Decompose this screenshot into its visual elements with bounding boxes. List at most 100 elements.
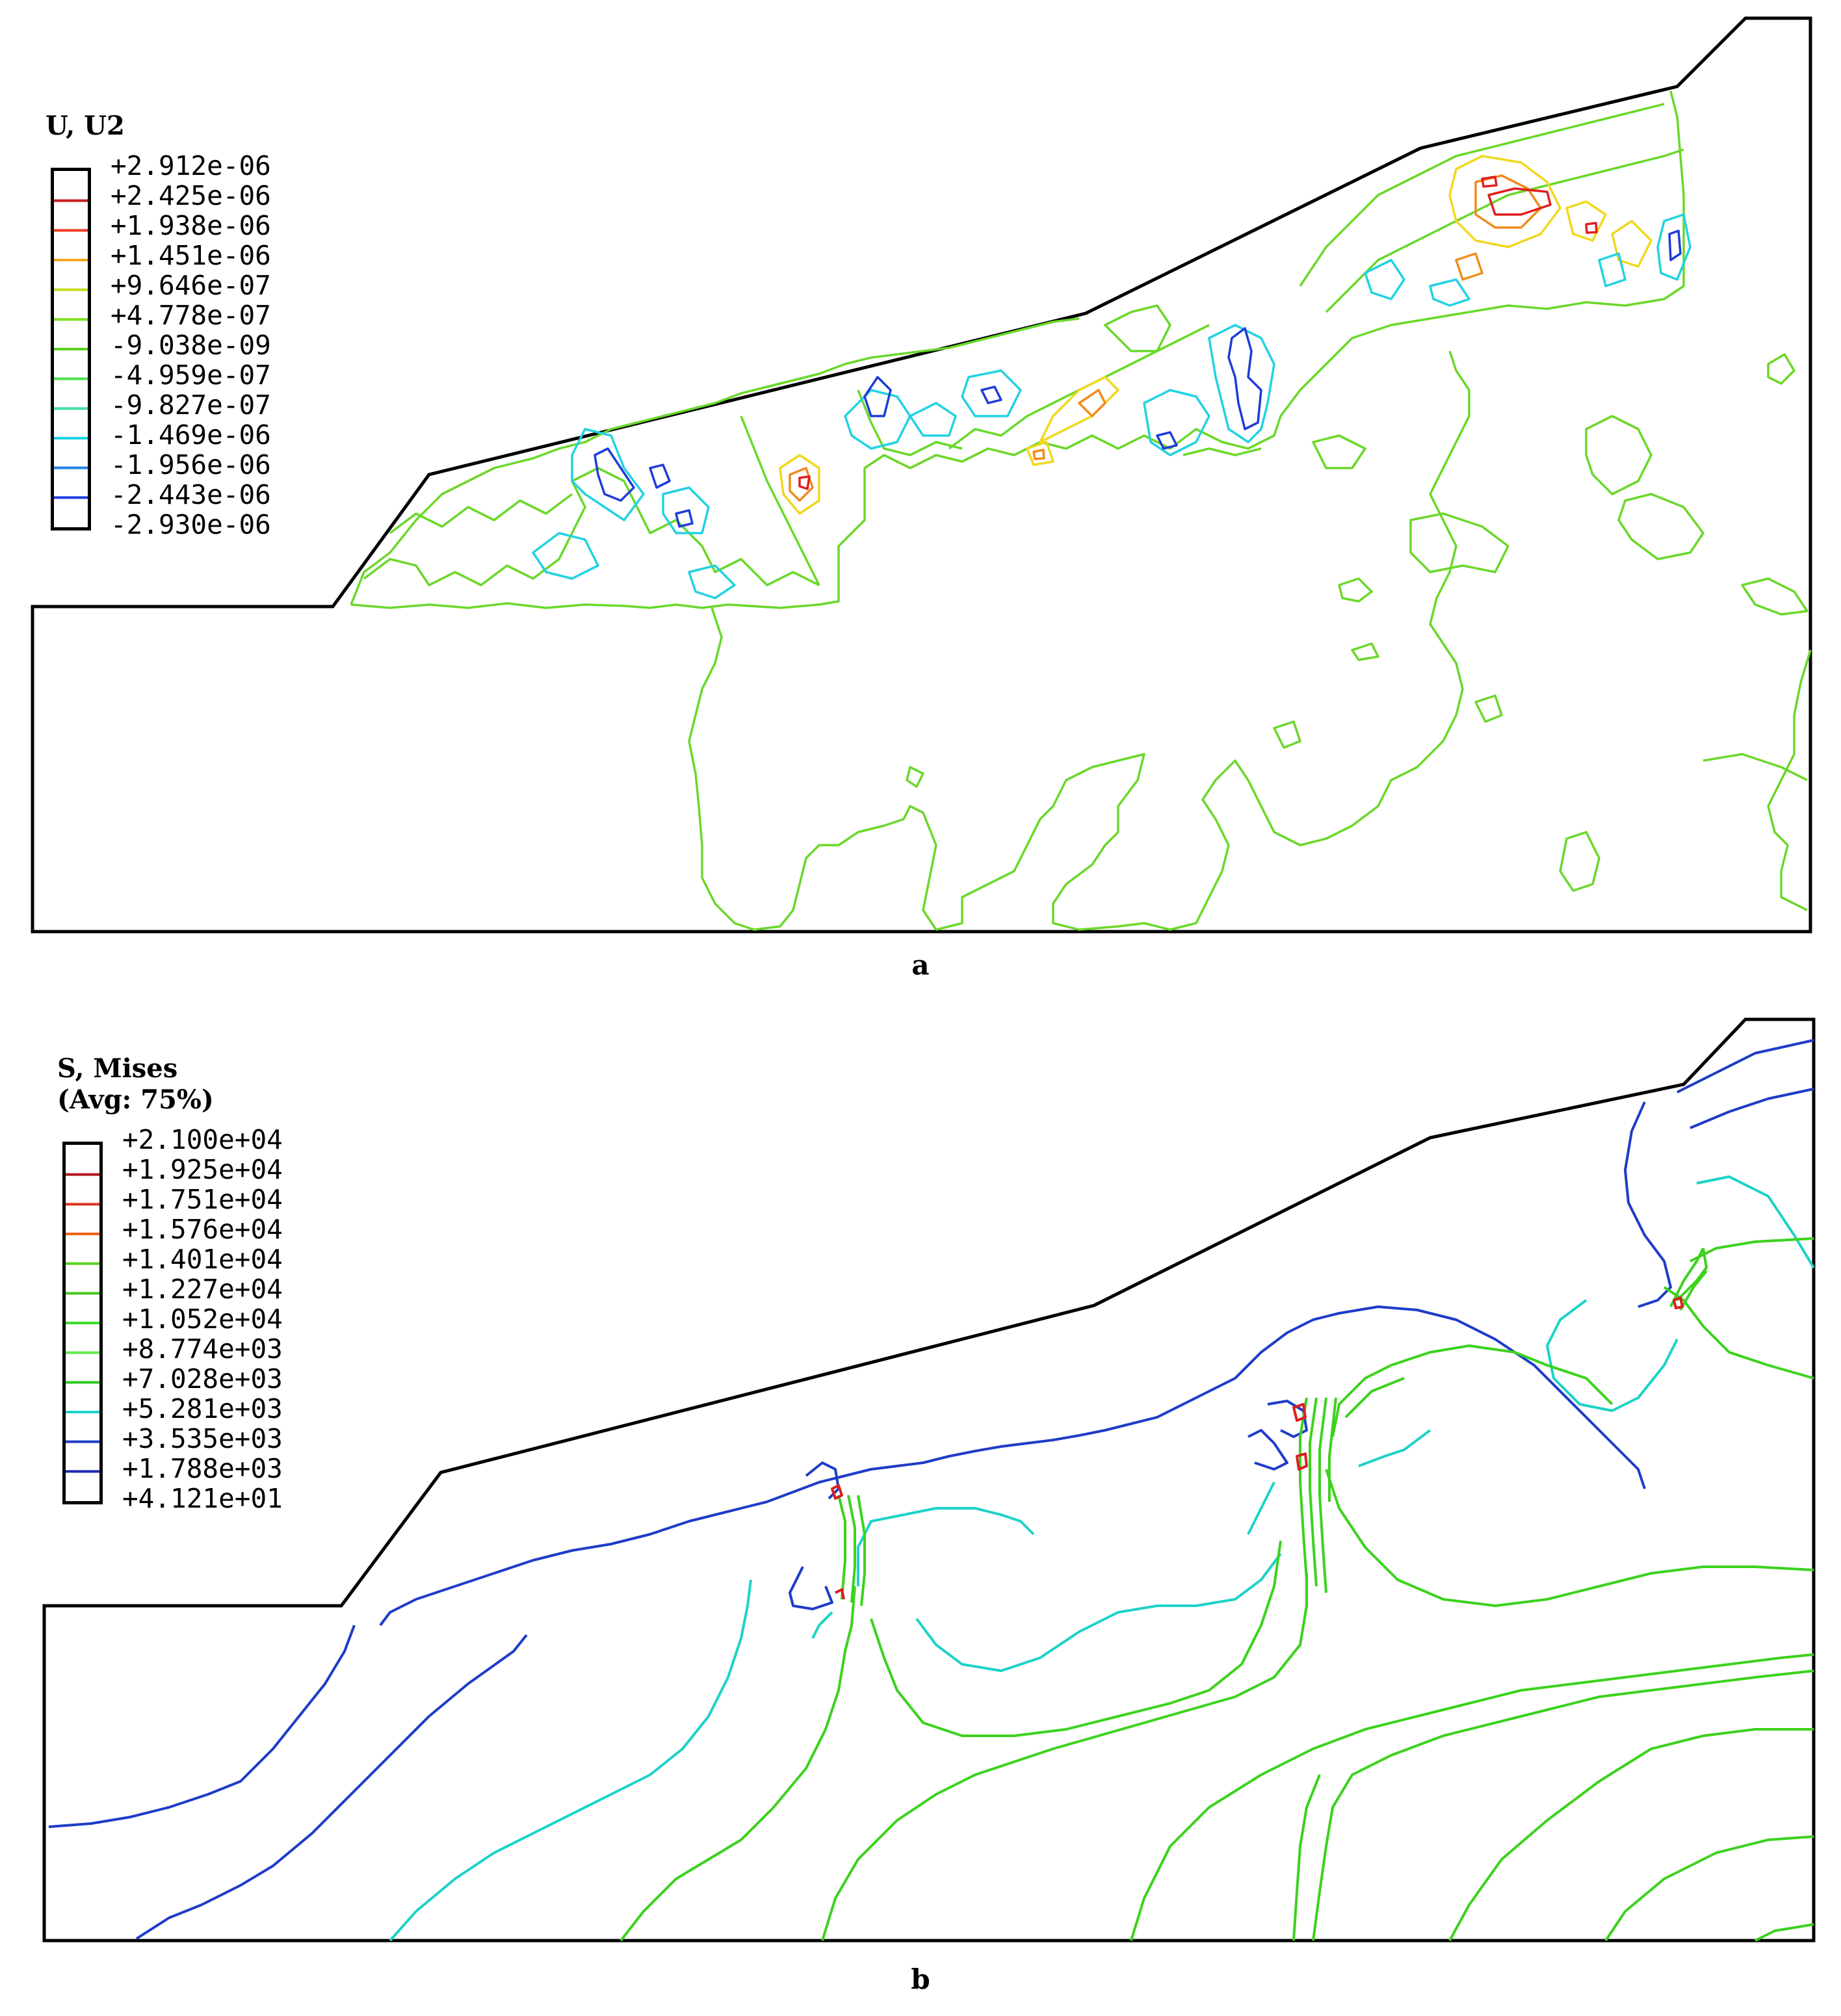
stress-concentration-left [811, 1484, 866, 1639]
contour-line [1429, 278, 1470, 307]
contour-line [1669, 1248, 1704, 1307]
contour-line [1182, 447, 1262, 456]
contour-line [1351, 642, 1379, 661]
contour-line [1032, 449, 1045, 460]
contour-line [1358, 1429, 1431, 1467]
contour-line [1598, 252, 1626, 287]
contour-line [350, 317, 1080, 605]
legend-value: +3.535e+03 [122, 1423, 283, 1454]
legend-value: +2.425e-06 [111, 180, 271, 211]
contour-line [857, 1495, 866, 1606]
contour-line [1328, 1397, 1337, 1502]
legend-value: +2.100e+04 [122, 1124, 283, 1155]
legend-value: +1.938e-06 [111, 210, 271, 241]
contour-line [870, 1540, 1282, 1737]
stress-concentration-right [1669, 1248, 1708, 1311]
contour-line [1559, 831, 1600, 892]
contour-line [789, 1566, 833, 1610]
contour-line [821, 1573, 1308, 1941]
contour-line [594, 447, 635, 502]
contour-line [1299, 103, 1665, 287]
figure-b-contour-plot [42, 1017, 1816, 1943]
contour-line [857, 389, 963, 456]
contour-line [909, 402, 957, 437]
legend-value: +1.401e+04 [122, 1244, 283, 1275]
contour-line [1565, 200, 1607, 242]
legend-value: +4.121e+01 [122, 1483, 283, 1514]
contour-line [1767, 353, 1795, 385]
contour-line [1364, 259, 1405, 300]
contour-line [350, 90, 1685, 609]
contour-line [1679, 1270, 1708, 1311]
contour-line [1325, 148, 1684, 313]
contour-line [1292, 1403, 1307, 1422]
legend-value: +7.028e+03 [122, 1363, 283, 1394]
legend-color-bar [62, 1142, 103, 1504]
contour-line [835, 1588, 845, 1600]
contour-line [1338, 577, 1373, 603]
contour-line [1143, 389, 1210, 456]
contour-line [789, 467, 814, 502]
legend-value: -9.038e-09 [111, 330, 271, 361]
contour-line [1247, 1429, 1288, 1471]
contour-line [1325, 1469, 1814, 1607]
contour-line [1741, 577, 1808, 616]
contour-line [831, 1484, 843, 1500]
contour-line [935, 350, 1470, 931]
legend-value: +8.774e+03 [122, 1333, 283, 1365]
stress-concentration-middle [1247, 1397, 1337, 1593]
contour-line [1474, 174, 1542, 229]
contour-line [1227, 327, 1262, 430]
slope-boundary [42, 1017, 1816, 1943]
contour-line [1673, 1296, 1684, 1309]
contour-line [1312, 1669, 1814, 1941]
contour-line [980, 386, 1002, 404]
contour-line [837, 1495, 846, 1600]
legend-color-bar [51, 168, 91, 530]
contour-line [1585, 222, 1598, 234]
contour-line [1767, 649, 1812, 911]
contour-line [906, 766, 924, 788]
contour-line [1273, 720, 1301, 749]
contour-line [805, 1461, 840, 1500]
contour-line [1299, 1397, 1308, 1580]
contour-line [1487, 187, 1552, 216]
contour-line [779, 454, 820, 515]
contour-line [961, 369, 1022, 417]
contour-line [948, 324, 1210, 450]
contour-line [1448, 155, 1561, 248]
contour-line [1309, 1397, 1318, 1587]
legend-title: S, Mises [57, 1053, 178, 1084]
contour-line [1676, 1248, 1708, 1302]
contour-line [135, 1634, 528, 1940]
contour-line [1078, 389, 1106, 417]
legend-value: +1.227e+04 [122, 1274, 283, 1305]
figure-caption: b [911, 1963, 930, 1995]
contour-line [1267, 1400, 1308, 1438]
legend-labels: +2.912e-06 +2.425e-06 +1.938e-06 +1.451e-06… [111, 151, 271, 540]
contour-line [1656, 213, 1691, 281]
contour-line [915, 1552, 1282, 1672]
contour-line [857, 1507, 1035, 1586]
contour-line [649, 464, 671, 489]
legend-value: +1.576e+04 [122, 1214, 283, 1245]
contour-line [1585, 415, 1652, 495]
contour-line [1546, 1299, 1678, 1412]
legend-ticks [66, 1173, 99, 1473]
contour-line [620, 1586, 856, 1942]
legend-subtitle: (Avg: 75%) [57, 1084, 214, 1115]
contour-line [688, 564, 736, 599]
figure-caption: a [911, 949, 930, 981]
contour-line [1208, 324, 1275, 443]
contour-line [571, 428, 645, 521]
contour-line [1755, 1923, 1814, 1942]
contour-line [532, 532, 599, 580]
contour-line [1104, 304, 1171, 352]
contour-line [1474, 694, 1503, 723]
contour-line [1668, 229, 1682, 261]
contour-line [1604, 1835, 1814, 1942]
legend-value: -2.930e-06 [111, 509, 271, 540]
contour-line [1247, 1482, 1275, 1535]
contour-line [847, 1495, 856, 1603]
legend-ticks [54, 199, 88, 499]
